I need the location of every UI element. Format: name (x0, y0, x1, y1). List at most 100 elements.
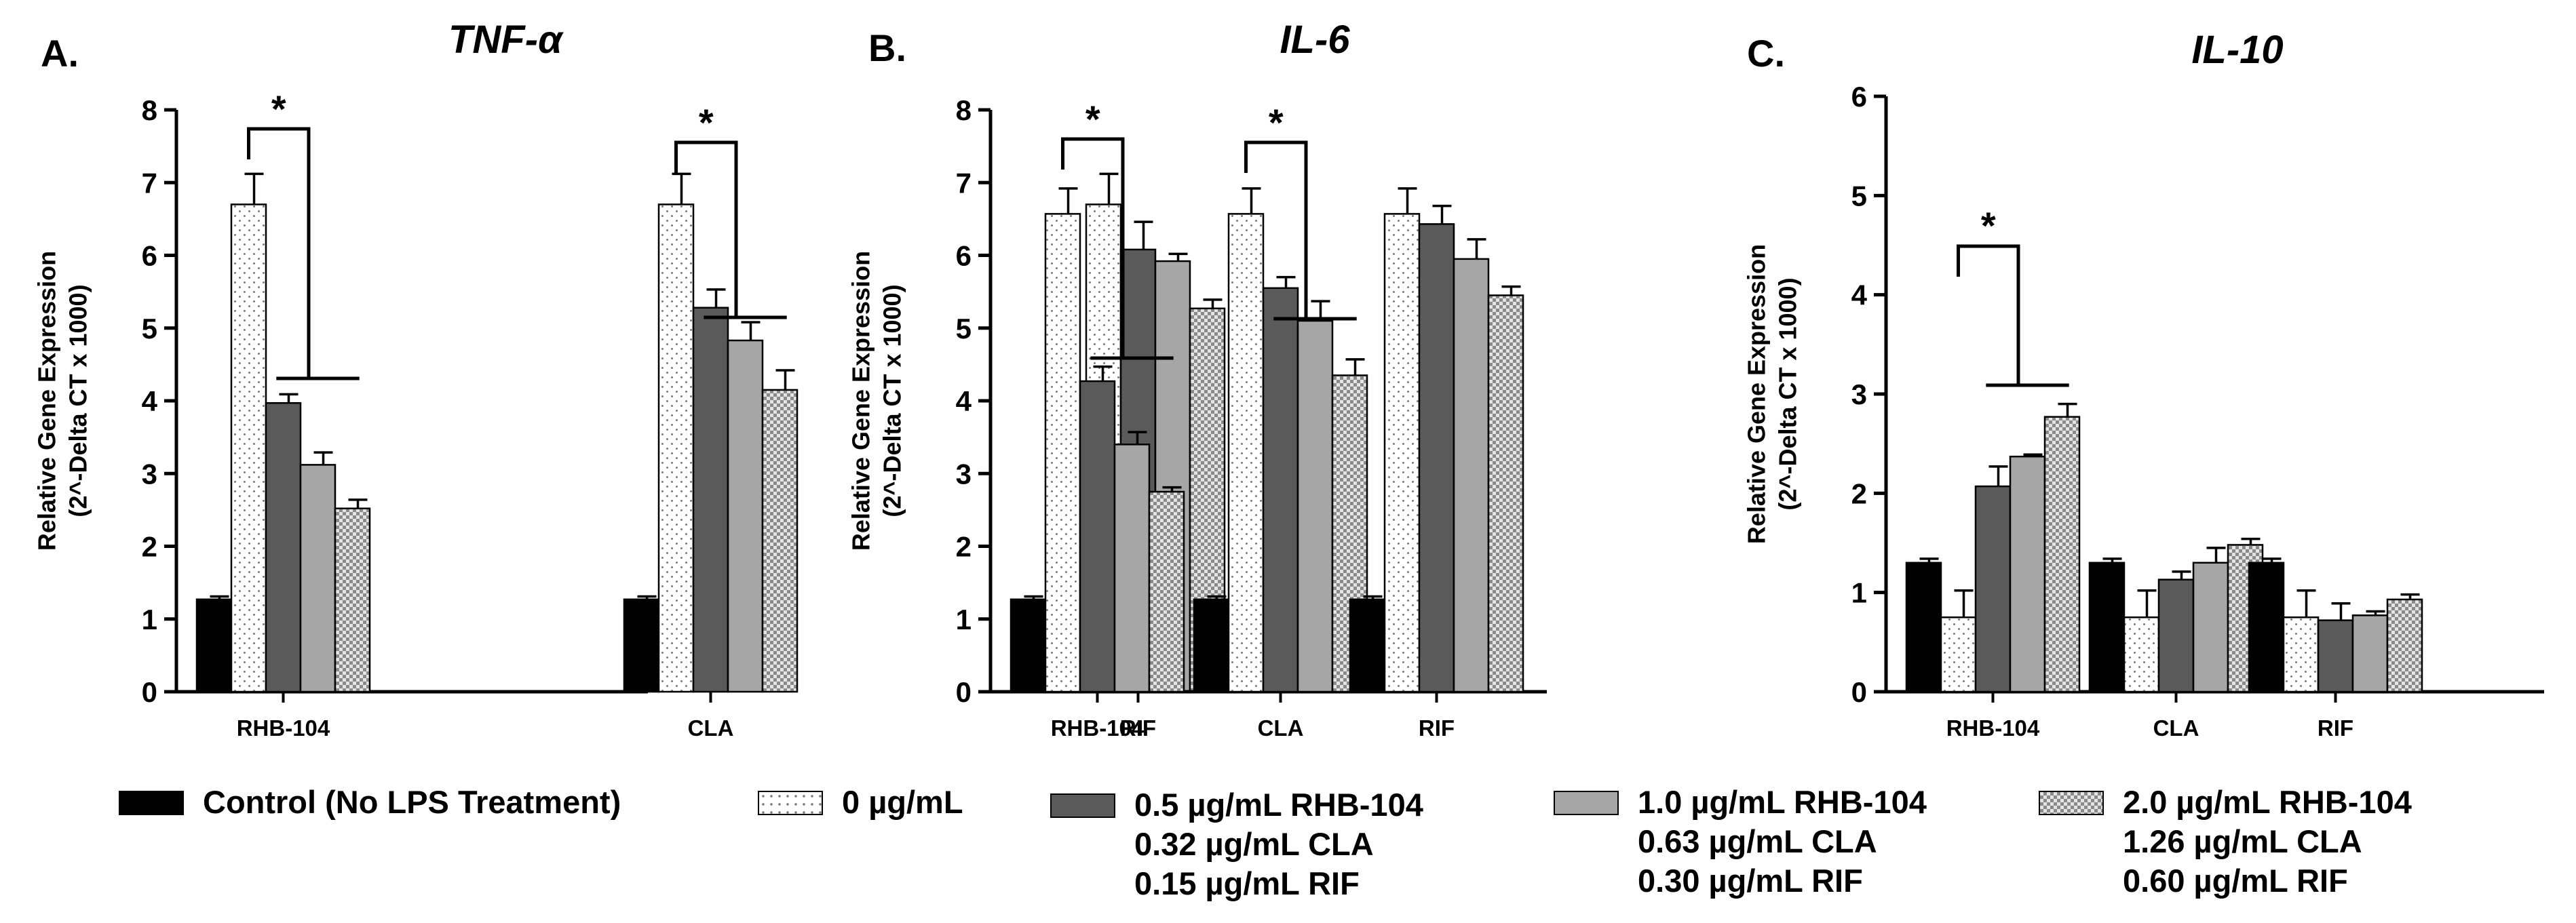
bar (2351, 614, 2389, 693)
bar (2009, 455, 2046, 693)
legend-label: 0.5 µg/mL RHB-104 (1134, 787, 1423, 823)
legend-label: 0.15 µg/mL RIF (1134, 865, 1360, 901)
x-tick-label: RIF (2318, 715, 2353, 741)
legend-label: 0.30 µg/mL RIF (1638, 863, 1863, 899)
chart-title: IL-10 (2191, 28, 2283, 72)
y-tick-label: 1 (1851, 577, 1867, 609)
bar (2282, 616, 2320, 693)
y-tick-label: 5 (142, 313, 157, 345)
legend-label: 0 µg/mL (842, 784, 963, 820)
bar (1974, 485, 2012, 693)
legend-swatch-control (119, 791, 184, 815)
bar (1227, 213, 1265, 693)
x-tick-label: CLA (2153, 715, 2199, 741)
legend-item-dose1: 0.5 µg/mL RHB-104 0.32 µg/mL CLA 0.15 µg… (1050, 785, 1423, 903)
significance-bracket (247, 127, 360, 380)
chart-title: TNF-α (448, 18, 564, 62)
legend-item-dose3: 2.0 µg/mL RHB-104 1.26 µg/mL CLA 0.60 µg… (2039, 783, 2412, 901)
y-axis-label: Relative Gene Expression (847, 251, 875, 551)
y-tick-label: 4 (1851, 279, 1868, 311)
bar (1487, 294, 1524, 693)
y-axis-sublabel: (2^-Delta CT x 1000) (64, 284, 92, 517)
legend-label: 1.26 µg/mL CLA (2123, 823, 2362, 859)
bar (1010, 598, 1047, 693)
chart-title: IL-6 (1280, 18, 1350, 62)
legend-label: 1.0 µg/mL RHB-104 (1638, 784, 1927, 820)
significance-star: * (1269, 101, 1284, 144)
bar (299, 464, 337, 693)
legend-label: 2.0 µg/mL RHB-104 (2123, 784, 2412, 820)
legend-label: 0.63 µg/mL CLA (1638, 823, 1877, 859)
legend-label: 0.60 µg/mL RIF (2123, 863, 2348, 899)
chart-panels: A. TNF-α Relative Gene Expression (2^-Delta… (33, 18, 2544, 741)
bar (727, 339, 764, 693)
x-tick-label: RHB-104 (1946, 715, 2040, 741)
y-tick-label: 6 (956, 240, 972, 272)
legend-label: 0.32 µg/mL CLA (1134, 826, 1374, 862)
y-tick-label: 8 (956, 94, 972, 126)
y-tick-label: 0 (956, 676, 972, 708)
bar (1193, 598, 1230, 693)
bar (2317, 619, 2354, 693)
y-tick-label: 5 (1851, 180, 1867, 212)
y-tick-label: 3 (1851, 378, 1867, 410)
bar (1262, 287, 1299, 693)
significance-bracket (1957, 244, 2069, 387)
x-tick-label: RHB-104 (1051, 715, 1145, 741)
y-tick-label: 0 (142, 676, 157, 708)
x-tick-label: RHB-104 (237, 715, 330, 741)
y-tick-label: 8 (142, 94, 157, 126)
bar (1079, 380, 1116, 693)
y-axis-label: Relative Gene Expression (1743, 244, 1771, 544)
bar (1113, 444, 1151, 693)
bar (1383, 213, 1421, 693)
chart-panel-2: B. IL-6 Relative Gene Expression (2^-Delta … (847, 18, 1547, 741)
panel-label: A. (41, 32, 79, 75)
significance-star: * (699, 101, 714, 144)
bar (1453, 258, 1490, 693)
legend-item-control: Control (No LPS Treatment) (119, 783, 621, 822)
y-tick-label: 6 (142, 240, 157, 272)
y-tick-label: 0 (1851, 676, 1867, 708)
y-tick-label: 3 (956, 458, 972, 490)
legend-swatch-dose2 (1554, 791, 1619, 815)
bar (265, 401, 302, 693)
bar (2192, 562, 2229, 693)
panel-label: C. (1747, 32, 1785, 75)
significance-bracket (1244, 140, 1357, 321)
bar (2157, 578, 2195, 693)
y-tick-label: 4 (142, 385, 158, 417)
significance-star: * (271, 87, 286, 130)
bar (692, 307, 729, 693)
bar (2248, 562, 2285, 693)
bar (334, 507, 371, 693)
y-tick-label: 5 (956, 313, 972, 345)
bar (2043, 416, 2081, 693)
bar (1349, 598, 1386, 693)
bar (2088, 562, 2126, 693)
chart-panel-3: C. IL-10 Relative Gene Expression (2^-Delta… (1743, 28, 2544, 741)
significance-star: * (1085, 98, 1100, 140)
y-tick-label: 2 (142, 531, 157, 563)
x-tick-label: RIF (1419, 715, 1455, 741)
y-tick-label: 4 (956, 385, 972, 417)
bar (230, 203, 267, 693)
legend-swatch-dose1 (1050, 793, 1115, 818)
bar (1148, 490, 1185, 693)
y-tick-label: 7 (956, 167, 972, 199)
bar (657, 203, 695, 693)
bar (1044, 213, 1081, 693)
bar (623, 598, 660, 693)
y-tick-label: 3 (142, 458, 157, 490)
bar (1296, 319, 1334, 693)
bar (1418, 223, 1455, 693)
legend-swatch-0ug (758, 791, 823, 815)
legend-item-0ug: 0 µg/mL (758, 783, 963, 822)
y-tick-label: 2 (1851, 477, 1867, 509)
significance-bracket (1061, 137, 1174, 360)
significance-bracket (674, 140, 787, 319)
legend-swatch-dose3 (2039, 791, 2104, 815)
y-tick-label: 7 (142, 167, 157, 199)
bar (2386, 598, 2423, 693)
